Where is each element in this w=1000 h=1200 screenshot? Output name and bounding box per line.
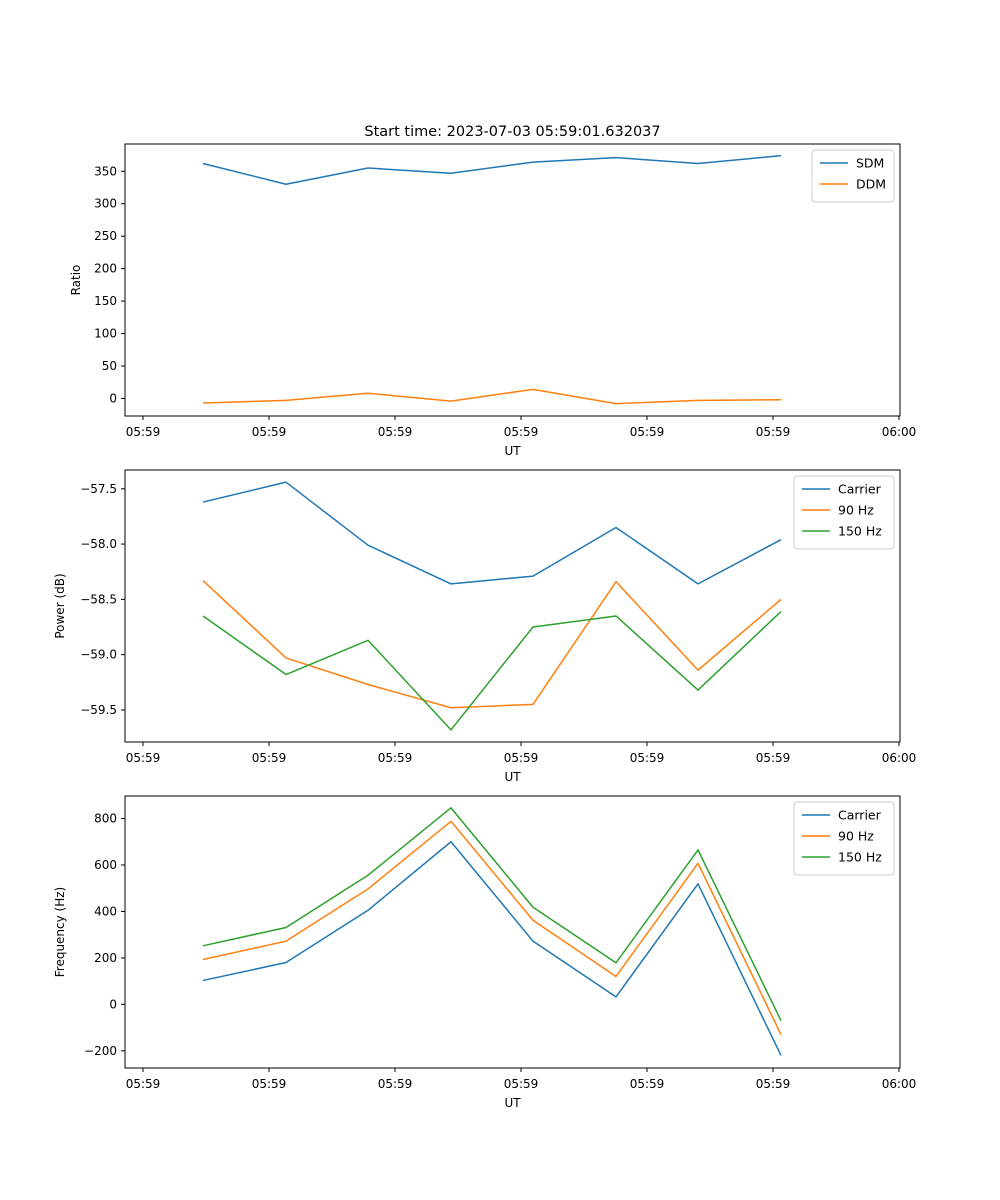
x-tick-label: 05:59 (756, 751, 791, 765)
y-tick-label: 350 (94, 164, 117, 178)
chart-title: Start time: 2023-07-03 05:59:01.632037 (364, 124, 660, 140)
legend: Carrier 90 Hz 150 Hz (793, 475, 895, 550)
y-tick-label: 200 (94, 951, 117, 965)
x-tick-label: 05:59 (252, 751, 287, 765)
x-tick-label: 06:00 (882, 1077, 917, 1091)
y-tick-label: 600 (94, 858, 117, 872)
y-tick-label: 50 (102, 359, 117, 373)
y-axis-label: Ratio (69, 265, 83, 296)
y-tick-label: −59.5 (80, 703, 117, 717)
x-axis-label: UT (504, 444, 521, 458)
y-tick-label: 300 (94, 197, 117, 211)
series-line-carrier (202, 481, 782, 585)
y-tick-label: 0 (109, 391, 117, 405)
y-axis-label: Frequency (Hz) (53, 887, 67, 978)
x-tick-label: 05:59 (756, 1077, 791, 1091)
y-tick-label: 800 (94, 812, 117, 826)
legend-label: DDM (856, 177, 886, 192)
x-tick-label: 05:59 (504, 1077, 539, 1091)
x-tick-label: 05:59 (630, 751, 665, 765)
series-line-90-hz (202, 820, 782, 1035)
y-tick-label: 150 (94, 294, 117, 308)
y-axis-label: Power (dB) (53, 573, 67, 638)
series-line-150-hz (202, 610, 782, 731)
legend-label: SDM (856, 156, 884, 171)
x-tick-label: 05:59 (504, 425, 539, 439)
legend-label: 90 Hz (838, 503, 874, 518)
y-tick-label: 0 (109, 997, 117, 1011)
x-tick-label: 05:59 (126, 1077, 161, 1091)
x-tick-label: 05:59 (126, 425, 161, 439)
y-tick-label: −57.5 (80, 482, 117, 496)
y-tick-label: −58.5 (80, 592, 117, 606)
x-tick-label: 05:59 (378, 751, 413, 765)
y-tick-label: 250 (94, 229, 117, 243)
axes-frame (124, 143, 901, 417)
series-line-sdm (202, 154, 782, 185)
x-tick-label: 05:59 (252, 1077, 287, 1091)
y-tick-label: 200 (94, 262, 117, 276)
series-line-90-hz (202, 580, 782, 709)
x-tick-label: 05:59 (378, 1077, 413, 1091)
series-line-ddm (202, 388, 782, 405)
x-axis-label: UT (504, 770, 521, 784)
x-tick-label: 05:59 (504, 751, 539, 765)
legend-label: Carrier (838, 482, 882, 497)
x-tick-label: 05:59 (378, 425, 413, 439)
y-tick-label: −59.0 (80, 648, 117, 662)
legend-label: Carrier (838, 808, 882, 823)
x-tick-label: 05:59 (630, 1077, 665, 1091)
y-tick-label: 400 (94, 904, 117, 918)
series-line-carrier (202, 841, 782, 1056)
series-line-150-hz (202, 807, 782, 1021)
legend-label: 90 Hz (838, 829, 874, 844)
x-tick-label: 06:00 (882, 751, 917, 765)
x-tick-label: 06:00 (882, 425, 917, 439)
x-tick-label: 05:59 (126, 751, 161, 765)
chart-panel-1: Start time: 2023-07-03 05:59:01.63203705… (69, 124, 916, 458)
y-tick-label: −58.0 (80, 537, 117, 551)
legend: SDM DDM (811, 149, 895, 203)
chart-panel-3: 05:59 05:59 05:59 05:59 05:59 05:59 06:00 −200 0… (53, 795, 917, 1110)
y-tick-label: −200 (84, 1044, 117, 1058)
x-tick-label: 05:59 (630, 425, 665, 439)
axes-frame (124, 795, 901, 1069)
y-tick-label: 100 (94, 327, 117, 341)
legend-label: 150 Hz (838, 850, 882, 865)
x-axis-label: UT (504, 1096, 521, 1110)
x-tick-label: 05:59 (756, 425, 791, 439)
x-tick-label: 05:59 (252, 425, 287, 439)
legend: Carrier 90 Hz 150 Hz (793, 801, 895, 876)
legend-label: 150 Hz (838, 524, 882, 539)
chart-panel-2: 05:59 05:59 05:59 05:59 05:59 05:59 06:00 −57.5… (53, 469, 917, 784)
axes-frame (124, 469, 901, 743)
